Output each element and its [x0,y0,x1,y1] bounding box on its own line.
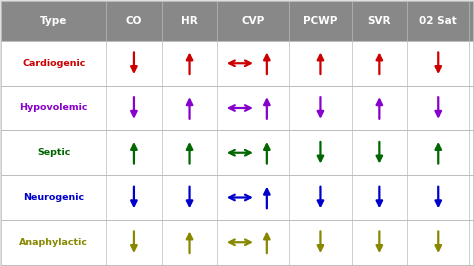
Text: Septic: Septic [37,148,71,157]
Text: Cardiogenic: Cardiogenic [22,59,85,68]
Text: PCWP: PCWP [303,16,337,26]
Text: SVR: SVR [368,16,391,26]
Text: 02 Sat: 02 Sat [419,16,457,26]
Bar [1,130,473,175]
Bar [1,1,473,41]
Text: Anaphylactic: Anaphylactic [19,238,88,247]
Text: Type: Type [40,16,67,26]
Text: CVP: CVP [242,16,265,26]
Text: HR: HR [181,16,198,26]
Text: Hypovolemic: Hypovolemic [19,103,88,113]
Text: CO: CO [126,16,142,26]
Text: Neurogenic: Neurogenic [23,193,84,202]
Bar [1,220,473,265]
Bar [1,175,473,220]
Bar [1,41,473,86]
Bar [1,86,473,130]
